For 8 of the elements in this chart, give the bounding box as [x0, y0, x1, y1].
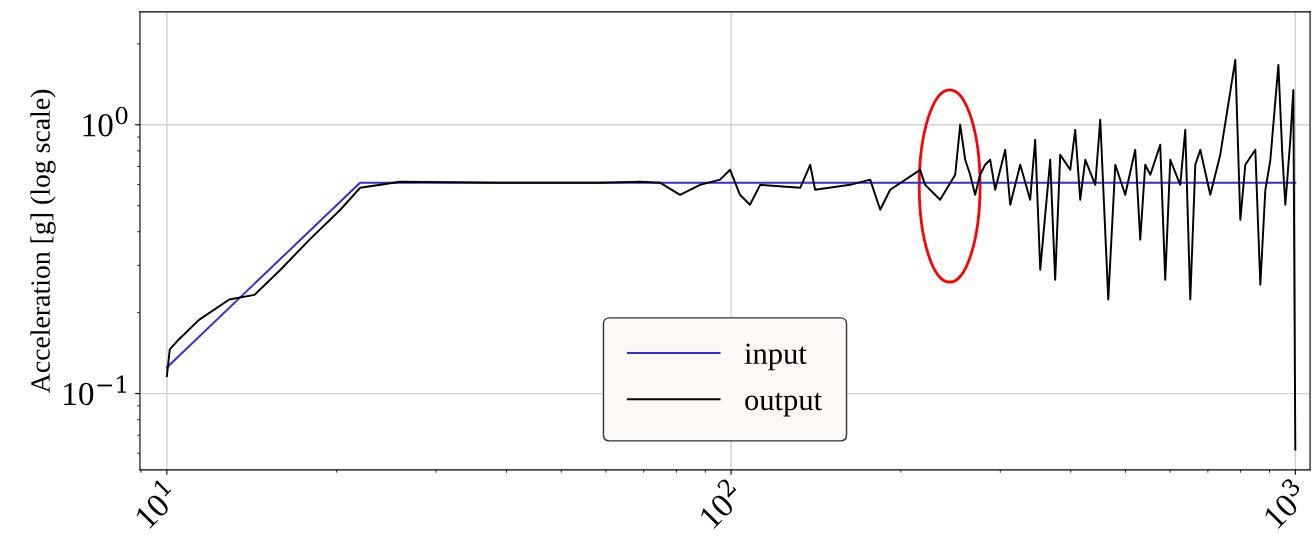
- x-tick-label: 10$^{3}$: [1257, 477, 1310, 530]
- y-axis-title: Acceleration [g] (log scale): [30, 89, 56, 393]
- legend-label: input: [744, 343, 807, 371]
- y-tick-label: 10$^{0}$: [83, 106, 128, 137]
- legend-label: output: [745, 392, 822, 417]
- y-tick-label: 10$^{−1}$: [64, 375, 126, 406]
- x-tick-label: 10$^{1}$: [129, 478, 181, 530]
- x-tick-label: 10$^{2}$: [693, 477, 746, 530]
